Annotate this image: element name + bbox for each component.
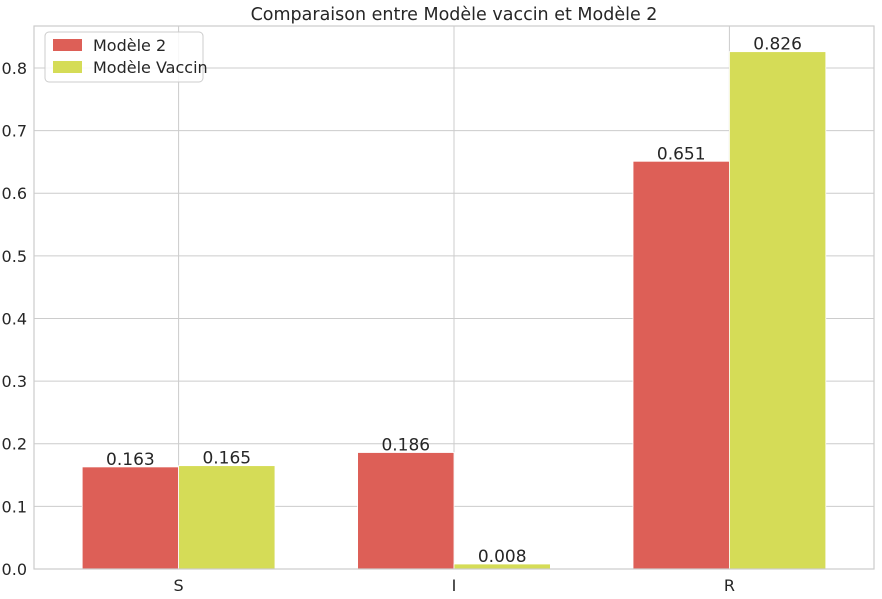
legend: Modèle 2 Modèle Vaccin bbox=[44, 31, 208, 83]
axes-frame bbox=[33, 25, 875, 570]
bar-value-label: 0.008 bbox=[478, 547, 527, 567]
y-tick-label: 0.8 bbox=[2, 59, 27, 78]
bar bbox=[178, 465, 276, 570]
y-tick-label: 0.0 bbox=[2, 560, 27, 579]
x-tick-label: R bbox=[724, 576, 735, 595]
bar-value-label: 0.651 bbox=[657, 144, 706, 164]
y-tick-label: 0.1 bbox=[2, 497, 27, 516]
bar bbox=[729, 51, 827, 570]
bar-value-label: 0.826 bbox=[753, 35, 802, 55]
legend-swatch bbox=[53, 39, 82, 51]
bar bbox=[81, 466, 179, 570]
x-tick-label: I bbox=[452, 576, 457, 595]
legend-label: Modèle 2 bbox=[93, 36, 166, 55]
bar-value-label: 0.186 bbox=[381, 436, 430, 456]
plot-area-border bbox=[33, 25, 875, 570]
legend-label: Modèle Vaccin bbox=[93, 58, 208, 77]
y-tick-label: 0.7 bbox=[2, 122, 27, 141]
chart-title: Comparaison entre Modèle vaccin et Modèl… bbox=[251, 5, 658, 25]
legend-swatch bbox=[53, 61, 82, 73]
data-labels: 0.163 0.186 0.651 0.165 0.008 0.826 bbox=[106, 35, 802, 567]
y-tick-label: 0.6 bbox=[2, 184, 27, 203]
x-tick-label: S bbox=[174, 576, 184, 595]
y-tick-label: 0.4 bbox=[2, 309, 27, 328]
bar bbox=[632, 160, 730, 570]
y-tick-label: 0.5 bbox=[2, 247, 27, 266]
bars bbox=[81, 51, 827, 570]
legend-box bbox=[44, 31, 204, 83]
tick-labels: 0.0 0.1 0.2 0.3 0.4 0.5 0.6 0.7 0.8 S I R bbox=[2, 59, 735, 595]
bar bbox=[357, 452, 455, 570]
bar-value-label: 0.163 bbox=[106, 450, 155, 470]
y-tick-label: 0.3 bbox=[2, 372, 27, 391]
bar-value-label: 0.165 bbox=[202, 449, 251, 469]
y-tick-label: 0.2 bbox=[2, 435, 27, 454]
